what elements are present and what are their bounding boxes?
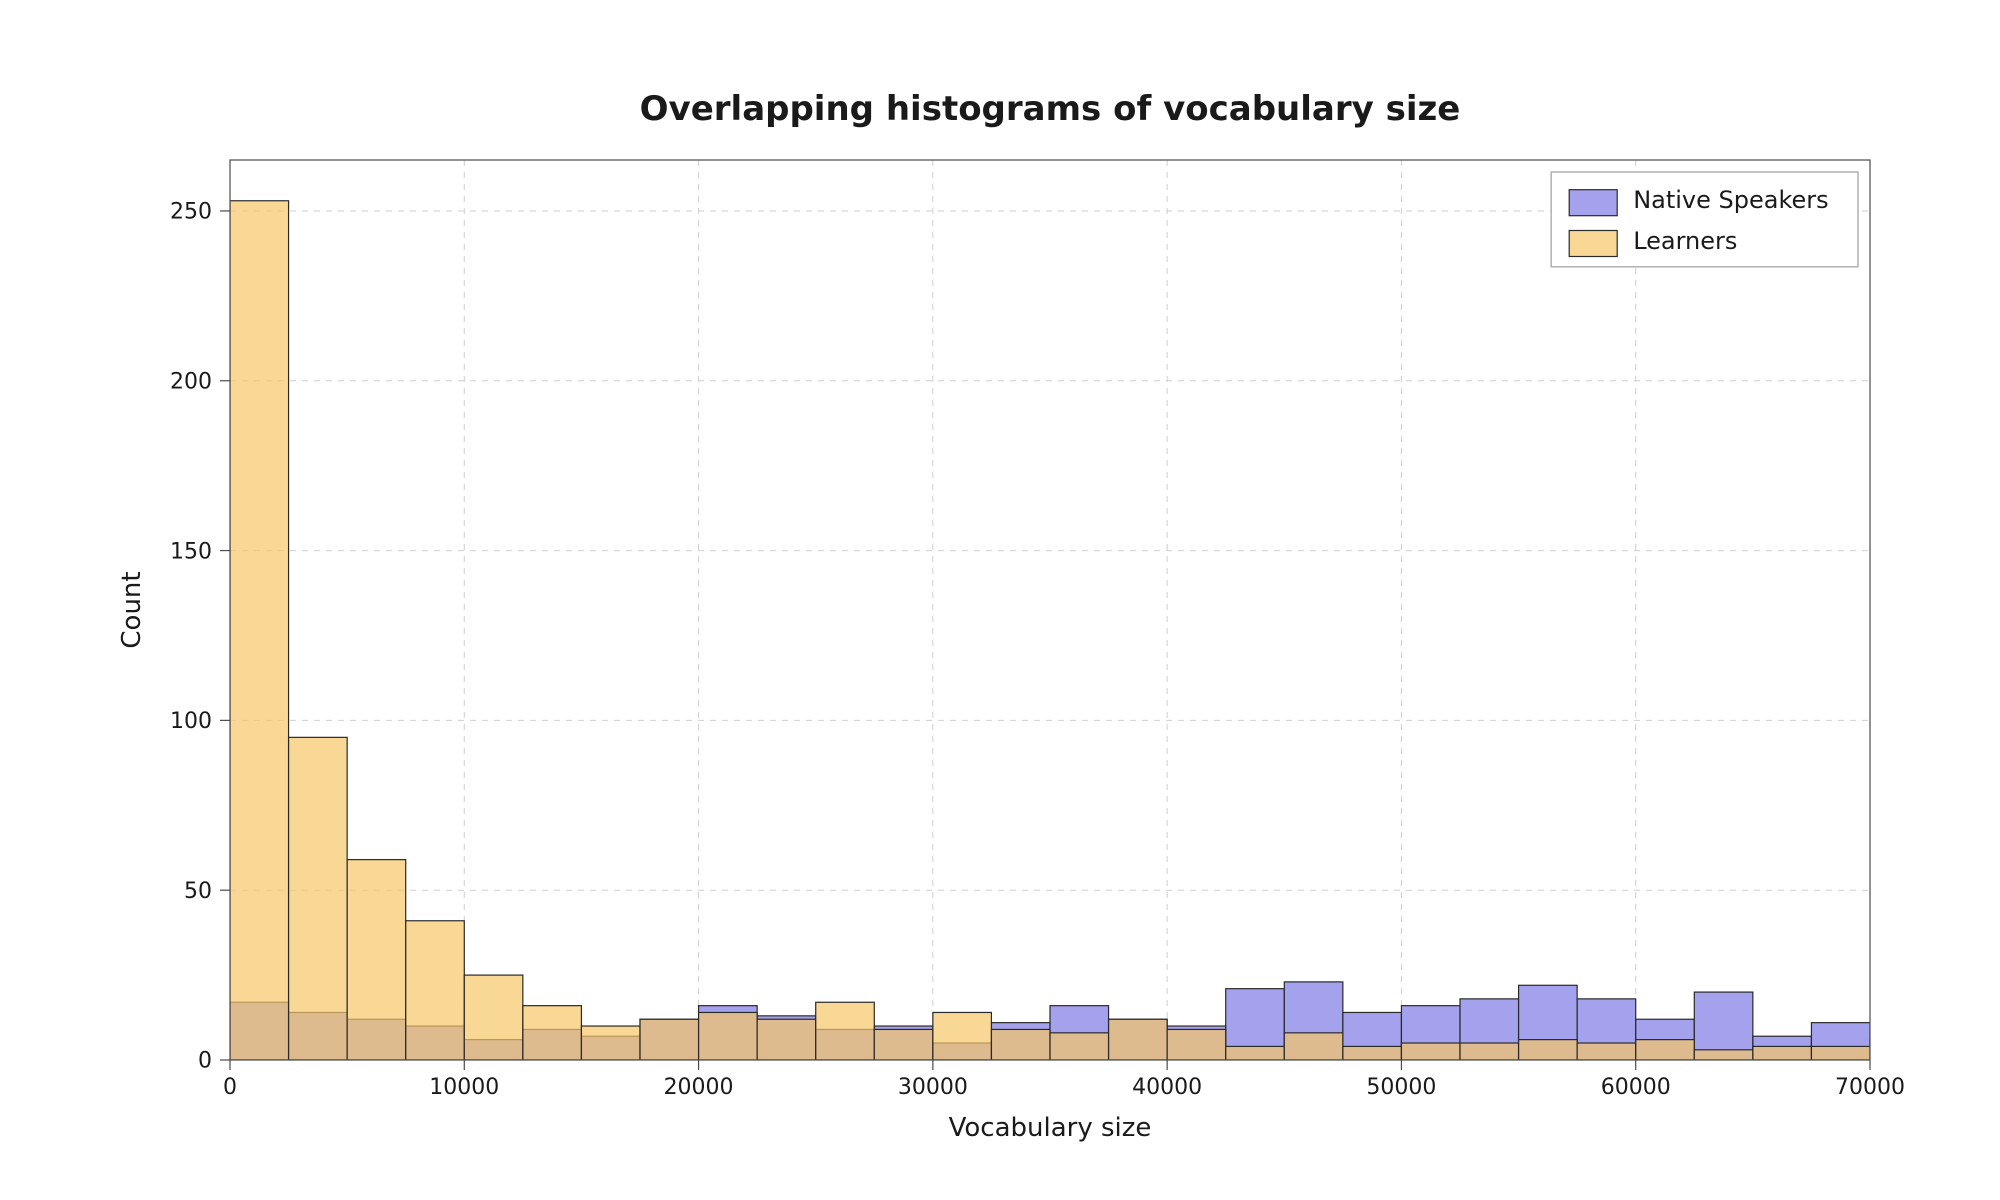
histogram-bar xyxy=(1167,1029,1226,1060)
x-tick-label: 40000 xyxy=(1132,1075,1202,1100)
histogram-bar xyxy=(1343,1046,1402,1060)
histogram-bar xyxy=(1636,1040,1695,1060)
x-tick-label: 10000 xyxy=(429,1075,499,1100)
chart-title: Overlapping histograms of vocabulary siz… xyxy=(640,89,1461,129)
x-tick-label: 50000 xyxy=(1366,1075,1436,1100)
x-tick-label: 60000 xyxy=(1601,1075,1671,1100)
y-tick-label: 250 xyxy=(170,200,212,225)
y-tick-label: 100 xyxy=(170,709,212,734)
histogram-bar xyxy=(1519,1040,1578,1060)
histogram-bar xyxy=(1460,1043,1519,1060)
histogram-bar xyxy=(991,1029,1050,1060)
x-tick-label: 20000 xyxy=(664,1075,734,1100)
histogram-bar xyxy=(347,860,406,1060)
y-tick-label: 50 xyxy=(184,879,212,904)
histogram-bar xyxy=(1284,1033,1343,1060)
histogram-bar xyxy=(1811,1046,1870,1060)
histogram-bar xyxy=(523,1006,582,1060)
histogram-bar xyxy=(933,1012,992,1060)
histogram-bar xyxy=(1577,1043,1636,1060)
histogram-svg: 0 10000 20000 30000 40000 50000 60000 70000 0 50 1… xyxy=(0,0,2000,1200)
histogram-bar xyxy=(230,201,289,1060)
y-tick-label: 0 xyxy=(198,1049,212,1074)
x-tick-label: 30000 xyxy=(898,1075,968,1100)
chart-container: 0 10000 20000 30000 40000 50000 60000 70000 0 50 1… xyxy=(0,0,2000,1200)
x-axis-label: Vocabulary size xyxy=(949,1113,1152,1143)
legend-swatch xyxy=(1569,190,1617,216)
legend-label: Native Speakers xyxy=(1633,186,1828,214)
histogram-bar xyxy=(699,1012,758,1060)
histogram-bar xyxy=(1401,1043,1460,1060)
y-axis-label: Count xyxy=(117,571,147,648)
histogram-bar xyxy=(640,1019,699,1060)
histogram-bar xyxy=(1753,1046,1812,1060)
legend-swatch xyxy=(1569,231,1617,257)
histogram-bar xyxy=(1050,1033,1109,1060)
histogram-bar xyxy=(757,1019,816,1060)
histogram-bar xyxy=(1694,1050,1753,1060)
x-tick-label: 0 xyxy=(223,1075,237,1100)
histogram-bar xyxy=(816,1002,875,1060)
histogram-bar xyxy=(464,975,523,1060)
histogram-bar xyxy=(1109,1019,1168,1060)
histogram-bar xyxy=(289,737,348,1060)
y-tick-label: 150 xyxy=(170,539,212,564)
legend: Native Speakers Learners xyxy=(1551,172,1858,267)
histogram-bar xyxy=(406,921,465,1060)
y-tick-label: 200 xyxy=(170,369,212,394)
histogram-bar xyxy=(581,1026,640,1060)
histogram-bar xyxy=(1226,1046,1285,1060)
x-tick-label: 70000 xyxy=(1835,1075,1905,1100)
histogram-bar xyxy=(874,1029,933,1060)
legend-label: Learners xyxy=(1633,227,1737,255)
